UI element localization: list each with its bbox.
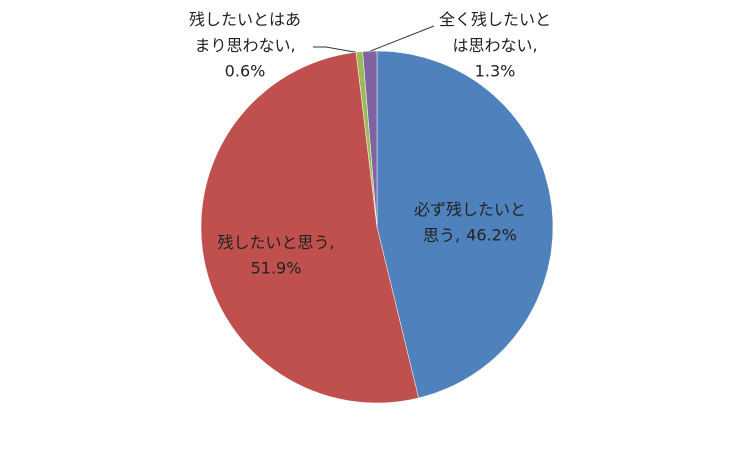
data-label: 必ず残したいと思う, 46.2%	[414, 200, 526, 245]
pie-slice	[376, 50, 554, 399]
data-label: 残したいと思う , 51.9%	[217, 233, 334, 278]
label-separator: ,	[532, 36, 537, 55]
pie-slice	[362, 50, 378, 228]
category-label: 全く残したいとは思わない	[439, 10, 551, 55]
value-label: 1.3%	[475, 62, 516, 81]
value-label: 51.9%	[251, 259, 302, 278]
label-separator: ,	[290, 36, 295, 55]
category-label: 必ず残したいと思う	[414, 200, 526, 245]
leader-line	[313, 46, 361, 54]
label-separator: ,	[455, 226, 460, 245]
pie-slice	[200, 51, 419, 404]
category-label: 残したいと思う	[217, 233, 329, 252]
value-label: 46.2%	[466, 226, 517, 245]
data-label: 全く残したいとは思わない , 1.3%	[439, 10, 551, 81]
category-label: 残したいとはあまり思わない	[189, 10, 301, 55]
value-label: 0.6%	[225, 62, 266, 81]
label-separator: ,	[329, 233, 334, 252]
leader-line	[367, 25, 435, 53]
data-label: 残したいとはあまり思わない , 0.6%	[189, 10, 301, 81]
